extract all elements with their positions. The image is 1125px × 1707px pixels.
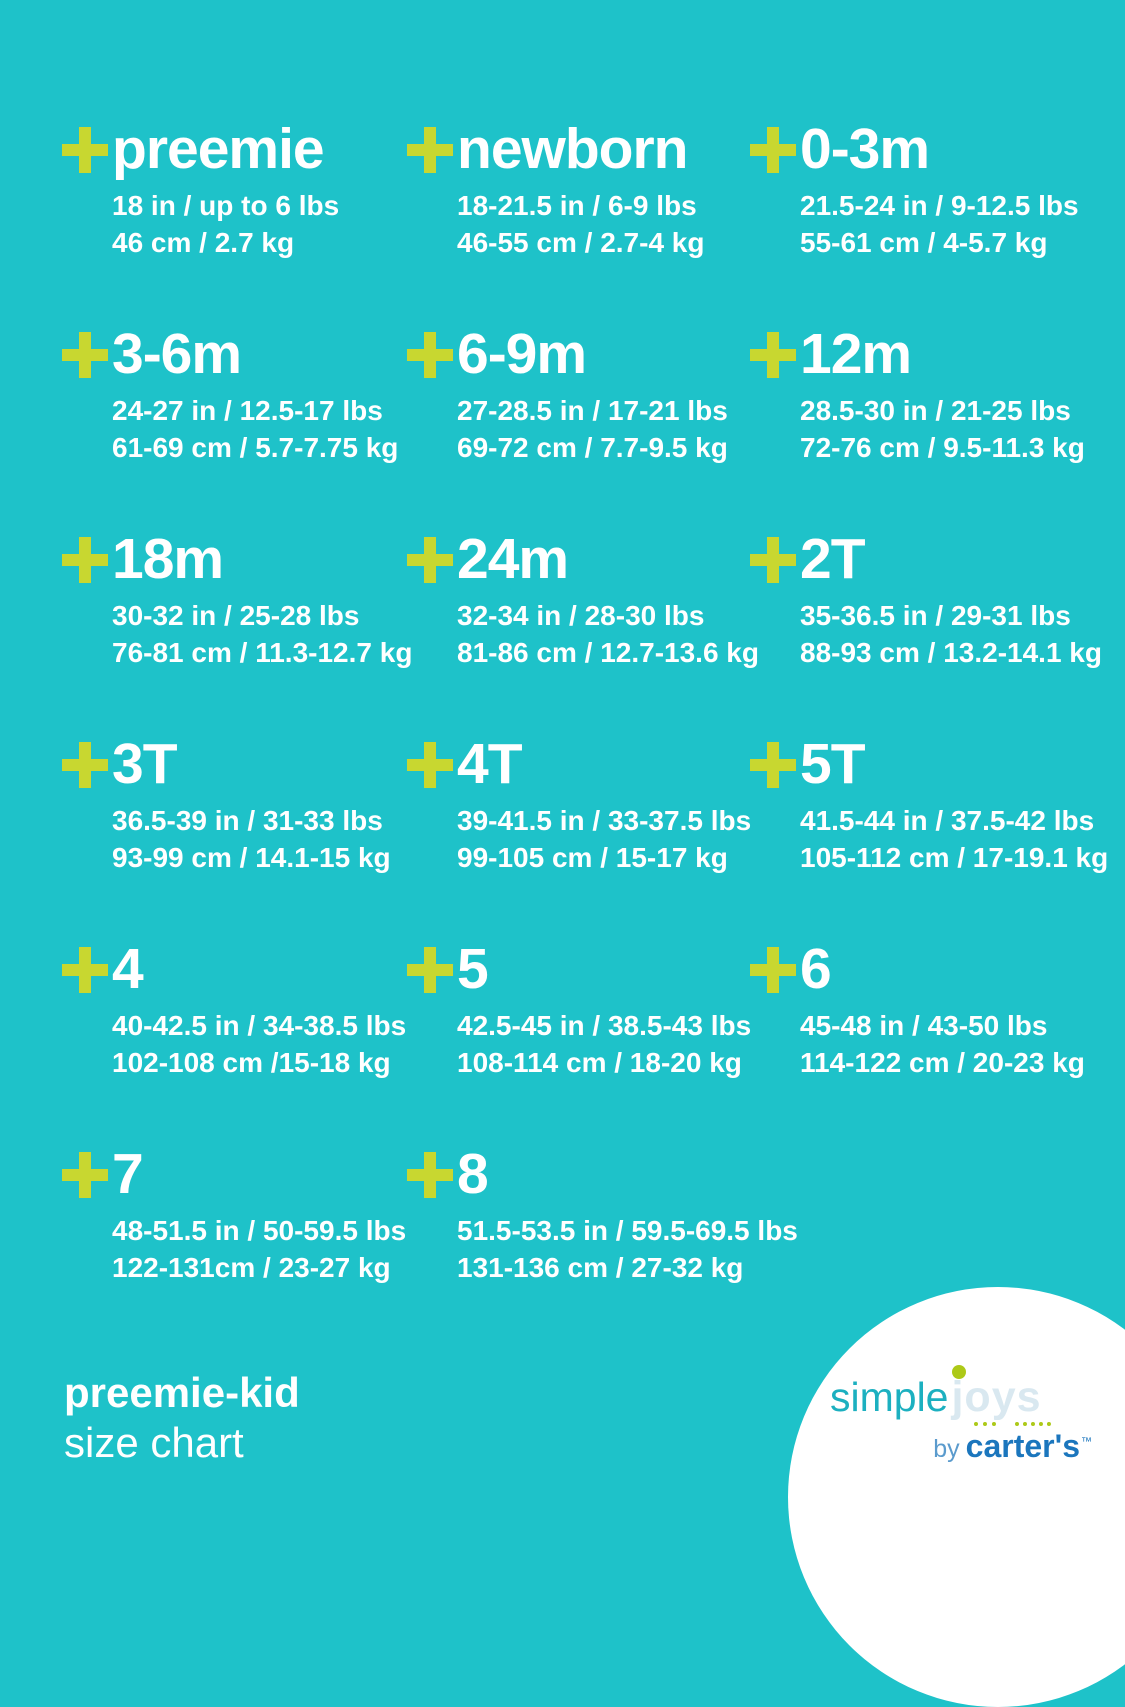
size-label: 5 bbox=[457, 937, 489, 1001]
size-label: 8 bbox=[457, 1142, 489, 1206]
size-chart-grid: preemie 18 in / up to 6 lbs 46 cm / 2.7 … bbox=[62, 118, 1125, 1348]
size-label: 6 bbox=[800, 937, 832, 1001]
size-metric: 46 cm / 2.7 kg bbox=[112, 227, 295, 258]
size-entry-preemie: preemie 18 in / up to 6 lbs 46 cm / 2.7 … bbox=[62, 118, 407, 323]
plus-icon bbox=[407, 742, 453, 788]
size-imperial: 41.5-44 in / 37.5-42 lbs bbox=[800, 805, 1095, 836]
size-label: 6-9m bbox=[457, 322, 587, 386]
size-imperial: 28.5-30 in / 21-25 lbs bbox=[800, 395, 1071, 426]
size-label: 4 bbox=[112, 937, 144, 1001]
size-entry-18m: 18m 30-32 in / 25-28 lbs 76-81 cm / 11.3… bbox=[62, 528, 412, 733]
size-imperial: 45-48 in / 43-50 lbs bbox=[800, 1010, 1048, 1041]
size-entry-3-6m: 3-6m 24-27 in / 12.5-17 lbs 61-69 cm / 5… bbox=[62, 323, 407, 528]
size-label: 3T bbox=[112, 732, 178, 796]
plus-icon bbox=[407, 947, 453, 993]
simple-joys-carters-logo: simple joys by carter's ™ bbox=[830, 1365, 1092, 1465]
logo-by-text: by bbox=[933, 1435, 960, 1463]
plus-icon bbox=[407, 537, 453, 583]
size-metric: 81-86 cm / 12.7-13.6 kg bbox=[457, 637, 759, 668]
size-label: 24m bbox=[457, 527, 569, 591]
size-metric: 61-69 cm / 5.7-7.75 kg bbox=[112, 432, 399, 463]
size-entry-0-3m: 0-3m 21.5-24 in / 9-12.5 lbs 55-61 cm / … bbox=[750, 118, 1125, 323]
plus-icon bbox=[62, 537, 108, 583]
size-imperial: 21.5-24 in / 9-12.5 lbs bbox=[800, 190, 1079, 221]
size-metric: 69-72 cm / 7.7-9.5 kg bbox=[457, 432, 728, 463]
logo-dotted-underline-icon bbox=[974, 1422, 997, 1426]
plus-icon bbox=[407, 1152, 453, 1198]
plus-icon bbox=[750, 537, 796, 583]
size-label: 18m bbox=[112, 527, 224, 591]
size-metric: 102-108 cm /15-18 kg bbox=[112, 1047, 391, 1078]
size-imperial: 27-28.5 in / 17-21 lbs bbox=[457, 395, 728, 426]
size-imperial: 40-42.5 in / 34-38.5 lbs bbox=[112, 1010, 407, 1041]
size-label: 5T bbox=[800, 732, 866, 796]
size-entry-5T: 5T 41.5-44 in / 37.5-42 lbs 105-112 cm /… bbox=[750, 733, 1125, 938]
size-entry-newborn: newborn 18-21.5 in / 6-9 lbs 46-55 cm / … bbox=[407, 118, 750, 323]
size-label: 2T bbox=[800, 527, 866, 591]
size-metric: 114-122 cm / 20-23 kg bbox=[800, 1047, 1085, 1078]
plus-icon bbox=[750, 947, 796, 993]
size-imperial: 42.5-45 in / 38.5-43 lbs bbox=[457, 1010, 752, 1041]
size-label: 12m bbox=[800, 322, 912, 386]
plus-icon bbox=[407, 332, 453, 378]
size-metric: 55-61 cm / 4-5.7 kg bbox=[800, 227, 1048, 258]
logo-joys-text: joys bbox=[951, 1365, 1052, 1426]
size-metric: 131-136 cm / 27-32 kg bbox=[457, 1252, 744, 1283]
plus-icon bbox=[62, 1152, 108, 1198]
size-label: 0-3m bbox=[800, 117, 930, 181]
size-entry-7: 7 48-51.5 in / 50-59.5 lbs 122-131cm / 2… bbox=[62, 1143, 407, 1348]
logo-green-dot-icon bbox=[952, 1365, 967, 1379]
size-imperial: 24-27 in / 12.5-17 lbs bbox=[112, 395, 383, 426]
plus-icon bbox=[750, 127, 796, 173]
size-entry-4: 4 40-42.5 in / 34-38.5 lbs 102-108 cm /1… bbox=[62, 938, 407, 1143]
size-entry-6: 6 45-48 in / 43-50 lbs 114-122 cm / 20-2… bbox=[750, 938, 1125, 1143]
chart-title-line1: preemie-kid bbox=[64, 1369, 300, 1416]
trademark-symbol: ™ bbox=[1081, 1436, 1092, 1448]
plus-icon bbox=[750, 742, 796, 788]
size-metric: 122-131cm / 23-27 kg bbox=[112, 1252, 391, 1283]
size-label: preemie bbox=[112, 117, 325, 181]
logo-carters-text: carter's bbox=[965, 1428, 1080, 1464]
size-entry-4T: 4T 39-41.5 in / 33-37.5 lbs 99-105 cm / … bbox=[407, 732, 752, 938]
size-metric: 99-105 cm / 15-17 kg bbox=[457, 842, 728, 873]
size-entry-24m: 24m 32-34 in / 28-30 lbs 81-86 cm / 12.7… bbox=[407, 528, 759, 733]
size-label: 3-6m bbox=[112, 322, 242, 386]
size-metric: 88-93 cm / 13.2-14.1 kg bbox=[800, 637, 1102, 668]
plus-icon bbox=[62, 947, 108, 993]
brand-circle: simple joys by carter's ™ bbox=[788, 1287, 1125, 1707]
size-entry-3T: 3T 36.5-39 in / 31-33 lbs 93-99 cm / 14.… bbox=[62, 733, 407, 938]
size-imperial: 18-21.5 in / 6-9 lbs bbox=[457, 190, 697, 221]
size-imperial: 18 in / up to 6 lbs bbox=[112, 190, 340, 221]
size-imperial: 30-32 in / 25-28 lbs bbox=[112, 600, 360, 631]
plus-icon bbox=[750, 332, 796, 378]
size-imperial: 32-34 in / 28-30 lbs bbox=[457, 600, 705, 631]
size-imperial: 48-51.5 in / 50-59.5 lbs bbox=[112, 1215, 407, 1246]
chart-title: preemie-kid size chart bbox=[64, 1368, 300, 1468]
logo-simple-text: simple bbox=[830, 1374, 949, 1420]
size-imperial: 35-36.5 in / 29-31 lbs bbox=[800, 600, 1071, 631]
size-entry-12m: 12m 28.5-30 in / 21-25 lbs 72-76 cm / 9.… bbox=[750, 323, 1125, 528]
size-imperial: 36.5-39 in / 31-33 lbs bbox=[112, 805, 383, 836]
plus-icon bbox=[62, 742, 108, 788]
size-metric: 76-81 cm / 11.3-12.7 kg bbox=[112, 637, 413, 668]
size-entry-6-9m: 6-9m 27-28.5 in / 17-21 lbs 69-72 cm / 7… bbox=[407, 323, 750, 528]
size-entry-8: 8 51.5-53.5 in / 59.5-69.5 lbs 131-136 c… bbox=[407, 1143, 798, 1348]
size-label: 4T bbox=[457, 732, 523, 796]
size-imperial: 39-41.5 in / 33-37.5 lbs bbox=[457, 805, 752, 836]
plus-icon bbox=[62, 332, 108, 378]
size-label: newborn bbox=[457, 117, 689, 181]
logo-dotted-underline-icon bbox=[1015, 1422, 1052, 1426]
plus-icon bbox=[407, 127, 453, 173]
size-metric: 46-55 cm / 2.7-4 kg bbox=[457, 227, 705, 258]
size-metric: 72-76 cm / 9.5-11.3 kg bbox=[800, 432, 1085, 463]
size-metric: 93-99 cm / 14.1-15 kg bbox=[112, 842, 391, 873]
plus-icon bbox=[62, 127, 108, 173]
size-imperial: 51.5-53.5 in / 59.5-69.5 lbs bbox=[457, 1215, 798, 1246]
size-label: 7 bbox=[112, 1142, 144, 1206]
chart-title-line2: size chart bbox=[64, 1419, 244, 1466]
size-entry-5: 5 42.5-45 in / 38.5-43 lbs 108-114 cm / … bbox=[407, 937, 752, 1143]
size-metric: 108-114 cm / 18-20 kg bbox=[457, 1047, 742, 1078]
size-entry-2T: 2T 35-36.5 in / 29-31 lbs 88-93 cm / 13.… bbox=[750, 528, 1125, 733]
size-metric: 105-112 cm / 17-19.1 kg bbox=[800, 842, 1109, 873]
